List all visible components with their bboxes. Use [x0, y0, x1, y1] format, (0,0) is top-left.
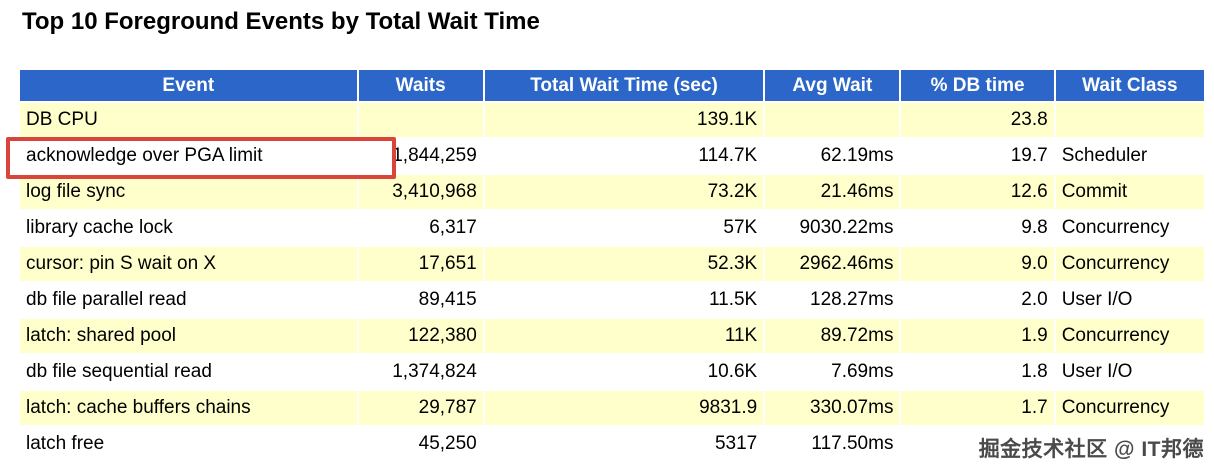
table-cell	[765, 103, 900, 137]
table-cell: Concurrency	[1055, 391, 1204, 425]
table-cell	[901, 427, 1054, 461]
table-cell: 9.8	[901, 211, 1054, 245]
table-cell: 1.7	[901, 391, 1054, 425]
table-cell: 1.9	[901, 319, 1054, 353]
table-cell: latch free	[20, 427, 357, 461]
table-cell: 9831.9	[484, 391, 764, 425]
table-cell: 2.0	[901, 283, 1054, 317]
column-header-event: Event	[20, 70, 357, 101]
table-cell: 7.69ms	[765, 355, 900, 389]
table-cell	[1055, 427, 1204, 461]
table-cell	[358, 103, 483, 137]
column-header-wait-class: Wait Class	[1055, 70, 1204, 101]
table-cell: 114.7K	[484, 139, 764, 173]
table-cell: User I/O	[1055, 355, 1204, 389]
table-cell: 5317	[484, 427, 764, 461]
table-cell: Concurrency	[1055, 319, 1204, 353]
table-cell: 2962.46ms	[765, 247, 900, 281]
table-cell: 117.50ms	[765, 427, 900, 461]
table-row: log file sync 3,410,968 73.2K 21.46ms 12.6 Co…	[20, 175, 1204, 209]
table-row: cursor: pin S wait on X 17,651 52.3K 2962.4…	[20, 247, 1204, 281]
table-cell: latch: cache buffers chains	[20, 391, 357, 425]
table-cell: 122,380	[358, 319, 483, 353]
table-cell: db file sequential read	[20, 355, 357, 389]
table-row: db file parallel read 89,415 11.5K 128.27ms…	[20, 283, 1204, 317]
table-cell: db file parallel read	[20, 283, 357, 317]
table-header-row: Event Waits Total Wait Time (sec) Avg Wa…	[20, 70, 1204, 101]
table-cell: 52.3K	[484, 247, 764, 281]
table-cell: 10.6K	[484, 355, 764, 389]
table-cell: 23.8	[901, 103, 1054, 137]
table-cell: 3,410,968	[358, 175, 483, 209]
table-cell: User I/O	[1055, 283, 1204, 317]
table-cell: 1,374,824	[358, 355, 483, 389]
table-cell: 89,415	[358, 283, 483, 317]
table-cell: Scheduler	[1055, 139, 1204, 173]
table-row: latch free 45,250 5317 117.50ms	[20, 427, 1204, 461]
page-title: Top 10 Foreground Events by Total Wait T…	[22, 8, 540, 35]
table-cell: 11.5K	[484, 283, 764, 317]
table-cell: 17,651	[358, 247, 483, 281]
table-cell: DB CPU	[20, 103, 357, 137]
table-cell: cursor: pin S wait on X	[20, 247, 357, 281]
table-cell: 1,844,259	[358, 139, 483, 173]
column-header-avg-wait: Avg Wait	[765, 70, 900, 101]
column-header-waits: Waits	[358, 70, 483, 101]
table-row: acknowledge over PGA limit 1,844,259 114.7…	[20, 139, 1204, 173]
table-cell: acknowledge over PGA limit	[20, 139, 357, 173]
table-cell: 57K	[484, 211, 764, 245]
table-cell: Concurrency	[1055, 211, 1204, 245]
column-header-db-time: % DB time	[901, 70, 1054, 101]
table-cell: 12.6	[901, 175, 1054, 209]
table-cell: latch: shared pool	[20, 319, 357, 353]
column-header-total-wait: Total Wait Time (sec)	[484, 70, 764, 101]
table-cell: library cache lock	[20, 211, 357, 245]
events-table: Event Waits Total Wait Time (sec) Avg Wa…	[18, 68, 1206, 463]
table-cell: Concurrency	[1055, 247, 1204, 281]
table-row: DB CPU 139.1K 23.8	[20, 103, 1204, 137]
table-row: latch: cache buffers chains 29,787 9831.9 3…	[20, 391, 1204, 425]
table-row: db file sequential read 1,374,824 10.6K 7.6…	[20, 355, 1204, 389]
table-cell: 9030.22ms	[765, 211, 900, 245]
table-row: library cache lock 6,317 57K 9030.22ms 9.8 Co…	[20, 211, 1204, 245]
table-cell: 11K	[484, 319, 764, 353]
table-cell: Commit	[1055, 175, 1204, 209]
table-body: DB CPU 139.1K 23.8 acknowledge over PGA lim…	[20, 103, 1204, 461]
table-cell: 62.19ms	[765, 139, 900, 173]
table-cell: 1.8	[901, 355, 1054, 389]
table-cell: 139.1K	[484, 103, 764, 137]
watermark-text: 掘金技术社区 @ IT邦德	[978, 438, 1204, 461]
table-cell: 29,787	[358, 391, 483, 425]
table-cell: 89.72ms	[765, 319, 900, 353]
table-cell	[1055, 103, 1204, 137]
table-cell: 73.2K	[484, 175, 764, 209]
table-cell: 6,317	[358, 211, 483, 245]
table-cell: 19.7	[901, 139, 1054, 173]
table-cell: 330.07ms	[765, 391, 900, 425]
table-cell: 9.0	[901, 247, 1054, 281]
table-cell: 21.46ms	[765, 175, 900, 209]
table-cell: 128.27ms	[765, 283, 900, 317]
table-cell: log file sync	[20, 175, 357, 209]
table-row: latch: shared pool 122,380 11K 89.72ms 1.9 Co…	[20, 319, 1204, 353]
table-cell: 45,250	[358, 427, 483, 461]
